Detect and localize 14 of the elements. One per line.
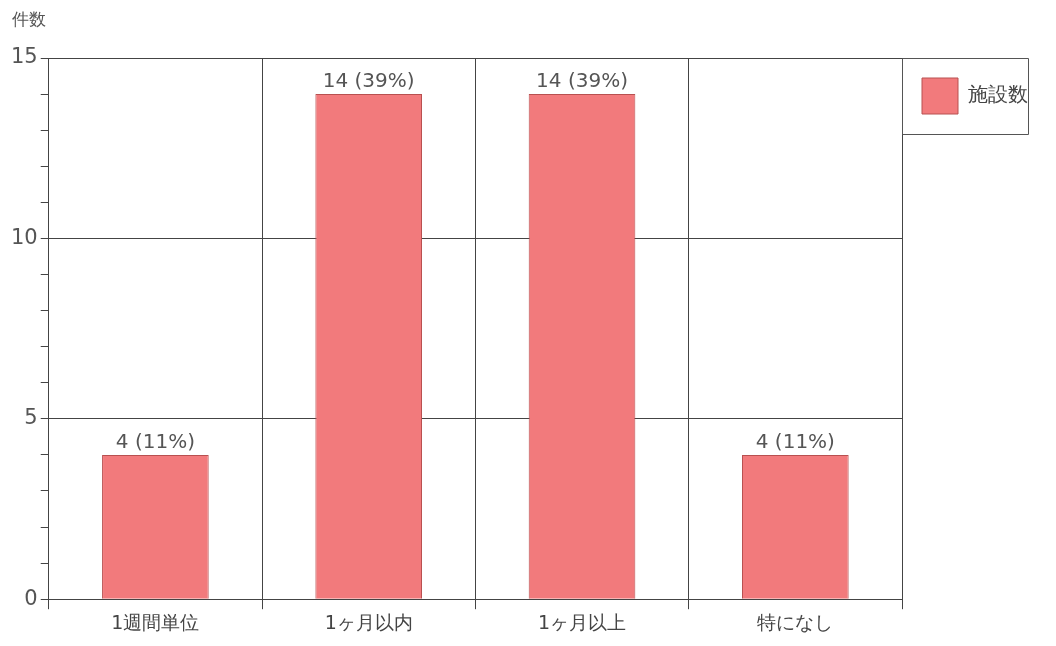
x-tick-label: 1週間単位 xyxy=(111,610,200,633)
legend-label: 施設数 xyxy=(968,82,1028,107)
y-tick-label: 15 xyxy=(10,44,38,69)
x-tick-label: 1ヶ月以上 xyxy=(537,610,627,633)
y-axis-title: 件数 xyxy=(12,8,46,29)
y-tick-label: 0 xyxy=(24,585,38,610)
x-tick-label: 1ヶ月以内 xyxy=(324,610,413,633)
data-label: 14 (39%) xyxy=(536,68,628,93)
x-tick-label: 特になし xyxy=(757,610,834,633)
data-label: 14 (39%) xyxy=(322,68,415,93)
data-label: 4 (11%) xyxy=(115,429,195,454)
y-tick-label: 10 xyxy=(10,224,38,249)
y-tick-label: 5 xyxy=(24,405,38,430)
data-label: 4 (11%) xyxy=(755,429,835,454)
